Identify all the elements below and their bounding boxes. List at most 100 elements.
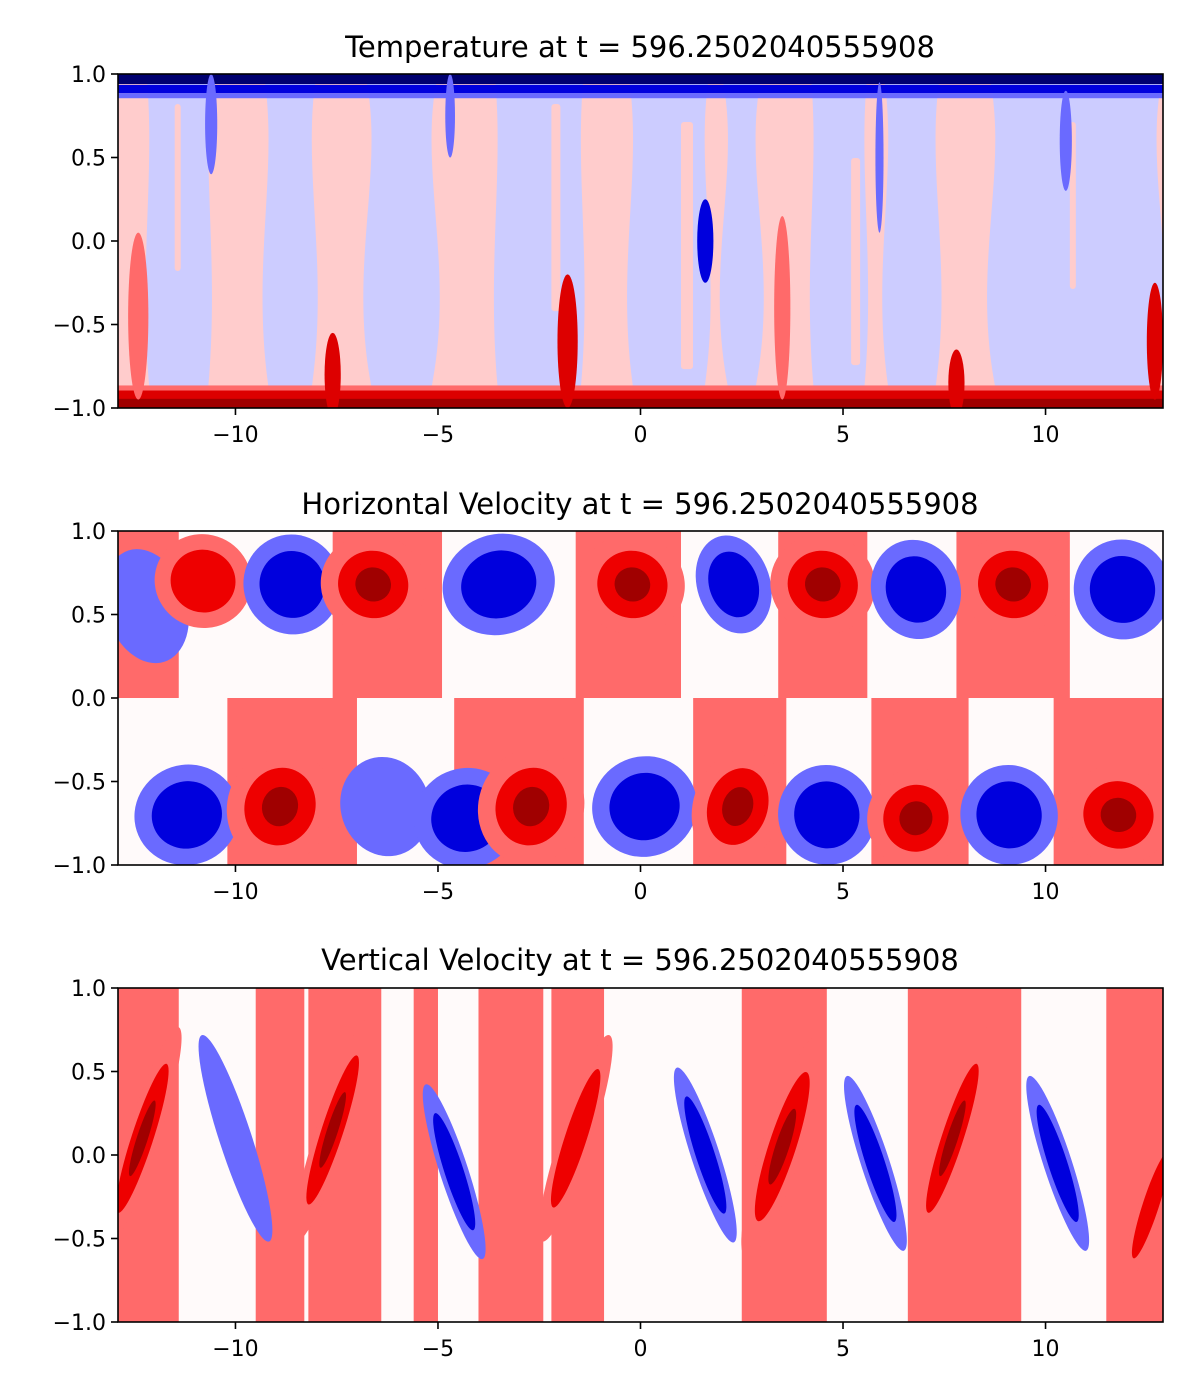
contour-plume bbox=[875, 82, 884, 233]
y-tick-label: 0.0 bbox=[71, 230, 106, 255]
contour-cell-positive bbox=[1100, 797, 1137, 833]
contour-fill-cool bbox=[363, 74, 440, 408]
contour-plume bbox=[1146, 282, 1163, 400]
panel-horizontal-velocity: Horizontal Velocity at t = 596.250204055… bbox=[53, 487, 1164, 905]
contour-fill-warm bbox=[851, 158, 861, 366]
contour-fill-warm bbox=[964, 104, 977, 352]
contour-cell-negative bbox=[694, 1125, 716, 1185]
y-tick-label: −1.0 bbox=[53, 397, 106, 422]
contour-band bbox=[118, 93, 1163, 99]
x-tick-label: −5 bbox=[422, 880, 454, 905]
y-tick-label: −0.5 bbox=[53, 771, 106, 796]
panel-vertical-velocity: Vertical Velocity at t = 596.25020405559… bbox=[53, 943, 1164, 1362]
contour-cell-positive bbox=[319, 1092, 347, 1168]
contour-plume bbox=[774, 215, 791, 400]
contour-plume bbox=[697, 199, 714, 283]
contour-fill-cool bbox=[719, 74, 764, 408]
contour-cell-positive bbox=[768, 1108, 797, 1185]
x-tick-label: −10 bbox=[212, 1337, 258, 1362]
contour-cell-negative bbox=[443, 1141, 465, 1202]
contour-fill-warm bbox=[551, 104, 561, 312]
contour-cell-positive bbox=[355, 567, 391, 602]
contour-fill-warm bbox=[255, 988, 305, 1322]
y-tick-label: −0.5 bbox=[53, 314, 106, 339]
contour-cell-positive bbox=[614, 567, 651, 602]
panel-temperature: Temperature at t = 596.2502040555908 −10… bbox=[53, 30, 1164, 448]
contour-cell-negative bbox=[151, 781, 222, 849]
y-tick-label: 0.5 bbox=[71, 604, 106, 629]
contour-cell-positive bbox=[261, 786, 299, 827]
contour-cell-negative bbox=[1089, 555, 1156, 623]
contour-cell-negative bbox=[708, 551, 760, 618]
contour-plume bbox=[205, 74, 218, 175]
x-axis: −10 −5 0 5 10 bbox=[212, 408, 1060, 448]
x-tick-label: 0 bbox=[634, 880, 648, 905]
contour-plume bbox=[128, 232, 149, 400]
contour-area bbox=[118, 531, 1163, 865]
contour-cell-positive bbox=[513, 786, 550, 827]
contour-cell-negative bbox=[461, 550, 537, 619]
contour-band bbox=[118, 74, 1163, 85]
x-axis: −10 −5 0 5 10 bbox=[212, 865, 1060, 905]
contour-fill-cool bbox=[882, 74, 942, 408]
y-tick-label: −0.5 bbox=[53, 1228, 106, 1253]
x-tick-label: 5 bbox=[836, 423, 850, 448]
x-tick-label: 10 bbox=[1032, 880, 1060, 905]
contour-cell-positive bbox=[1131, 1151, 1163, 1259]
y-tick-label: 0.5 bbox=[71, 147, 106, 172]
contour-plume bbox=[557, 274, 578, 408]
contour-fill-warm bbox=[413, 988, 438, 1322]
y-tick-label: 1.0 bbox=[71, 520, 106, 545]
y-tick-label: −1.0 bbox=[53, 854, 106, 879]
x-tick-label: 0 bbox=[634, 1337, 648, 1362]
panel-title: Vertical Velocity at t = 596.25020405559… bbox=[321, 943, 959, 977]
contour-fill-cool bbox=[987, 74, 1163, 408]
panel-title: Temperature at t = 596.2502040555908 bbox=[344, 30, 935, 64]
x-tick-label: 10 bbox=[1032, 423, 1060, 448]
x-tick-label: −10 bbox=[212, 423, 258, 448]
contour-fill-cool bbox=[262, 74, 318, 408]
contour-cell-positive bbox=[899, 801, 933, 836]
contour-cell-negative bbox=[198, 1034, 273, 1242]
y-axis: −1.0 −0.5 0.0 0.5 1.0 bbox=[53, 63, 118, 422]
y-tick-label: 0.0 bbox=[71, 687, 106, 712]
panel-title: Horizontal Velocity at t = 596.250204055… bbox=[301, 487, 978, 521]
contour-band bbox=[118, 397, 1163, 408]
contour-fill-warm bbox=[470, 158, 477, 325]
x-tick-label: 0 bbox=[634, 423, 648, 448]
contour-fill-warm bbox=[1069, 122, 1076, 289]
contour-band bbox=[118, 390, 1163, 399]
y-tick-label: 0.5 bbox=[71, 1061, 106, 1086]
contour-cell-positive bbox=[550, 1069, 601, 1208]
contour-plume bbox=[1059, 90, 1072, 191]
x-tick-label: −5 bbox=[422, 423, 454, 448]
contour-area bbox=[118, 988, 1163, 1322]
contour-plume bbox=[324, 332, 341, 408]
contour-fill-warm bbox=[340, 140, 353, 388]
x-axis: −10 −5 0 5 10 bbox=[212, 1322, 1060, 1362]
contour-cell-positive bbox=[939, 1100, 966, 1177]
contour-cell-negative bbox=[794, 781, 860, 849]
contour-cell-negative bbox=[885, 556, 947, 623]
y-tick-label: 1.0 bbox=[71, 977, 106, 1002]
x-tick-label: −10 bbox=[212, 880, 258, 905]
contour-band bbox=[118, 385, 1163, 391]
contour-fill-warm bbox=[174, 104, 181, 271]
y-tick-label: 1.0 bbox=[71, 63, 106, 88]
y-axis: −1.0 −0.5 0.0 0.5 1.0 bbox=[53, 977, 118, 1336]
y-axis: −1.0 −0.5 0.0 0.5 1.0 bbox=[53, 520, 118, 879]
x-tick-label: 5 bbox=[836, 1337, 850, 1362]
x-tick-label: 10 bbox=[1032, 1337, 1060, 1362]
contour-fill-warm bbox=[907, 988, 1022, 1322]
contour-fill-warm bbox=[681, 122, 694, 370]
y-tick-label: 0.0 bbox=[71, 1144, 106, 1169]
contour-cell-negative bbox=[609, 772, 680, 841]
x-tick-label: 5 bbox=[836, 880, 850, 905]
contour-plume bbox=[948, 349, 965, 408]
contour-cell-positive bbox=[128, 1100, 156, 1177]
contour-band bbox=[118, 84, 1163, 94]
contour-cell-positive bbox=[722, 787, 754, 827]
contour-cell-negative bbox=[259, 550, 325, 618]
contour-fill-warm bbox=[478, 988, 544, 1322]
